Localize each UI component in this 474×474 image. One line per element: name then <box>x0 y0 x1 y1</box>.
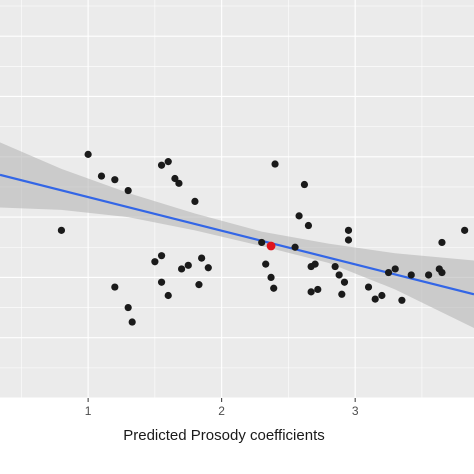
data-point <box>157 161 166 169</box>
data-point <box>314 285 322 294</box>
data-point <box>164 158 172 166</box>
data-point <box>124 186 132 195</box>
data-point <box>195 281 203 289</box>
x-axis: 1 2 3 <box>85 398 359 418</box>
data-point <box>128 318 136 326</box>
data-point <box>384 268 393 277</box>
data-point <box>304 221 313 230</box>
x-tick-label: 2 <box>218 404 225 418</box>
data-point <box>151 258 159 266</box>
data-point <box>157 278 166 286</box>
data-point <box>300 180 309 189</box>
data-point <box>295 212 303 220</box>
data-point <box>338 290 346 298</box>
data-point <box>175 179 183 187</box>
data-point <box>271 160 279 168</box>
data-point <box>262 260 270 268</box>
data-point <box>340 278 349 286</box>
data-point <box>258 238 266 247</box>
data-point <box>198 254 206 262</box>
data-point <box>461 226 469 234</box>
data-point <box>291 243 299 251</box>
data-point <box>204 264 212 272</box>
data-point <box>157 252 166 260</box>
data-point <box>364 283 373 291</box>
data-point <box>344 236 353 244</box>
data-point <box>344 226 353 234</box>
grid-lines <box>0 0 474 399</box>
data-point <box>438 268 446 277</box>
data-point <box>438 238 446 247</box>
data-point <box>124 303 132 312</box>
data-points <box>57 150 469 326</box>
data-point <box>378 291 386 300</box>
data-point <box>111 176 119 184</box>
data-point <box>335 271 343 279</box>
data-point <box>267 273 275 281</box>
data-point <box>307 288 315 296</box>
data-point <box>171 174 179 183</box>
highlight-point <box>266 241 276 251</box>
data-point <box>177 265 186 273</box>
data-point <box>191 197 199 206</box>
data-point <box>111 283 119 291</box>
data-point <box>164 291 172 300</box>
data-point <box>398 296 406 304</box>
data-point <box>311 260 319 268</box>
data-point <box>184 261 192 269</box>
x-axis-title: Predicted Prosody coefficients <box>123 427 325 444</box>
regression-line <box>0 173 474 296</box>
data-point <box>57 226 66 234</box>
data-point <box>425 271 433 279</box>
data-point <box>391 265 399 273</box>
x-tick-label: 1 <box>85 404 92 418</box>
data-point <box>84 150 92 158</box>
data-point <box>407 271 415 279</box>
data-point <box>97 172 106 180</box>
x-tick-label: 3 <box>352 404 359 418</box>
data-point <box>331 262 339 271</box>
data-point <box>270 284 278 292</box>
data-point <box>371 295 379 303</box>
